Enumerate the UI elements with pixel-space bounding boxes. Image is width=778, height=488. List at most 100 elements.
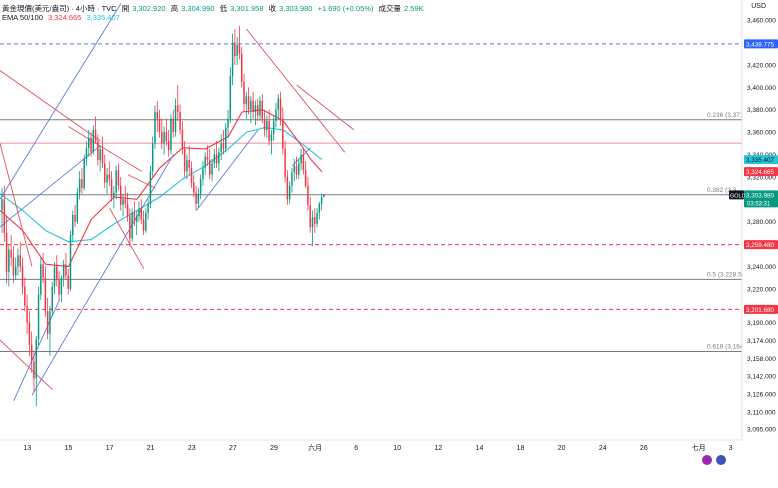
candle-body [138,208,140,217]
x-tick-label: 24 [599,445,607,452]
notification-icon[interactable] [702,455,712,465]
fib-label-1: 0.236 (3,371 [707,112,744,119]
close-value: 3,303.980 [279,4,313,13]
candle-body [78,179,81,193]
price-label-2 [744,167,778,177]
fib-label-5: 0.5 (3,228.5 [707,271,742,278]
candle-body [92,129,95,153]
candle-body [35,339,37,379]
candle-body [266,120,268,130]
candle-body [259,100,261,116]
x-tick-label: 3 [729,445,733,452]
candle-body [197,193,200,204]
candle-body [19,255,22,267]
candle-body [74,214,76,222]
candle-body [314,217,316,224]
trendline-1 [31,154,174,396]
price-label-text-0: 3,438.775 [746,41,775,48]
candle-body [222,143,225,149]
time-axis [0,440,778,483]
candle-body [56,266,58,280]
candle-body [101,148,104,164]
open-label: 開 [121,4,130,13]
candle-body [33,361,35,379]
x-tick-label: 七月 [692,443,706,452]
y-tick-label: 3,158.000 [747,356,776,363]
candle-body [177,105,179,112]
candle-body [76,192,79,222]
candle-body [213,154,216,164]
candle-body [158,118,161,133]
candle-body [186,160,188,172]
candle-body [206,156,209,161]
fib-label-7: 0.618 (3,164 [707,344,744,351]
ema-legend[interactable]: EMA 50/100 3,324.665 3,335.407 [2,13,123,22]
candle-body [145,212,147,231]
candle-body [318,203,321,213]
y-tick-label: 3,142.000 [747,374,776,381]
trendline-12 [246,28,346,153]
candle-body [72,214,74,236]
candle-body [234,42,236,56]
candle-body [254,105,257,112]
candle-body [149,171,152,204]
fib-label-3: 0.382 (3,3 [707,187,737,194]
symbol-line: 黃金現價(美元/盎司) · 4小時 · TVC [2,4,117,13]
candle-body [286,176,289,200]
y-tick-label: 3,380.000 [747,107,776,114]
candle-body [218,152,220,164]
candle-body [275,109,277,121]
candle-body [30,344,33,362]
candle-body [129,216,131,239]
candle-body [224,127,227,149]
candle-body [231,42,234,77]
candle-body [156,111,158,119]
x-tick-label: 21 [147,445,155,452]
candle-body [49,311,51,334]
x-tick-label: 14 [476,445,484,452]
candle-body [94,129,97,142]
y-tick-label: 3,174.000 [747,338,776,345]
trendline-13 [296,84,355,131]
candle-body [85,147,88,159]
candle-body [67,275,69,289]
trendline-8 [0,339,53,390]
price-label-text-4: 3,259.480 [746,242,775,249]
candle-body [119,185,122,205]
candle-body [240,53,243,82]
high-value: 3,304.990 [181,4,215,13]
candle-body [172,118,174,133]
price-label-0 [744,39,778,49]
candle-body [97,141,99,161]
candle-body [10,249,12,258]
candle-body [238,44,241,54]
candle-body [220,143,222,153]
candle-body [236,44,238,56]
candle-body [199,179,202,194]
candle-body [204,156,206,168]
candle-body [167,141,170,151]
x-tick-label: 12 [434,445,442,452]
candle-body [288,185,291,200]
candle-body [215,154,218,164]
x-tick-label: 20 [558,445,566,452]
candle-body [309,204,311,228]
candle-body [103,163,106,183]
candle-body [69,235,72,289]
candle-body [90,137,92,153]
y-tick-label: 3,110.000 [747,410,776,417]
candle-body [147,203,149,213]
y-tick-label: 3,280.000 [747,219,776,226]
candle-body [115,170,117,193]
candle-body [323,194,325,198]
price-label-text-1: 3,335.407 [746,157,775,164]
candle-body [46,311,49,334]
y-tick-label: 3,460.000 [747,18,776,25]
low-label: 低 [219,4,228,13]
candle-body [229,76,232,119]
candle-body [83,158,85,189]
currency-label: USD [751,3,766,10]
x-tick-label: 26 [640,445,648,452]
y-tick-label: 3,320.000 [747,174,776,181]
